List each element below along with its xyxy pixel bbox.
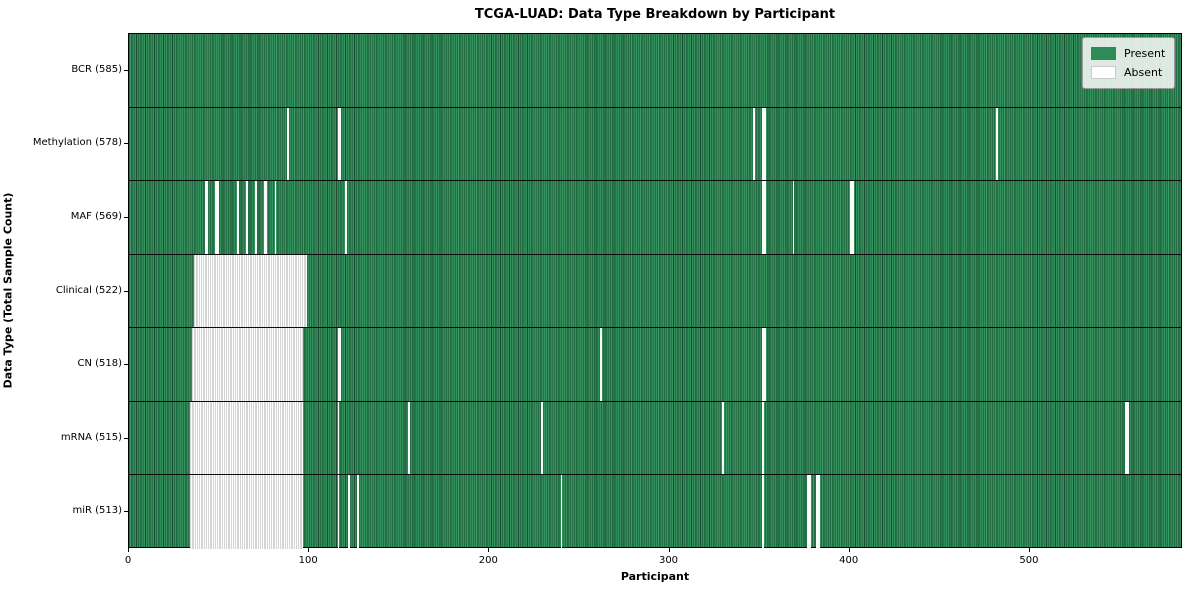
absent-marker [245,181,248,254]
absent-marker [357,475,360,549]
x-tick-label-300: 300 [658,555,679,566]
absent-marker [190,475,304,549]
plot-area [128,33,1182,549]
absent-marker [236,181,239,254]
y-tick-mark [124,437,128,439]
x-tick-mark [668,548,670,552]
x-tick-label-100: 100 [298,555,318,566]
absent-marker [337,475,340,549]
absent-marker [761,181,766,254]
absent-marker [215,181,219,254]
y-tick-label-bcr: BCR (585) [71,63,122,75]
absent-marker [815,475,820,549]
legend-swatch-present [1091,47,1116,60]
x-tick-mark [308,548,310,552]
legend-entry-absent: Absent [1091,63,1166,82]
absent-marker [560,475,563,549]
x-tick-mark [128,548,129,552]
data-type-row-mrna [129,401,1181,476]
data-type-row-cn [129,328,1181,402]
data-type-row-maf [129,181,1181,255]
absent-marker [761,401,764,475]
absent-marker [407,401,410,475]
y-tick-mark [124,290,128,292]
y-tick-label-cn: CN (518) [77,358,122,370]
y-tick-mark [124,364,128,366]
absent-marker [753,107,755,181]
absent-marker [1125,401,1129,475]
x-tick-mark [488,548,490,552]
x-tick-label-500: 500 [1019,555,1039,566]
absent-marker [274,181,277,254]
x-tick-mark [848,548,850,552]
absent-marker [344,181,347,254]
y-tick-label-methylation: Methylation (578) [32,137,122,149]
y-tick-mark [124,511,128,513]
legend: Present Absent [1082,37,1175,89]
absent-marker [337,328,342,401]
absent-marker [263,181,268,254]
absent-marker [761,475,764,549]
legend-entry-present: Present [1091,44,1166,63]
legend-label: Present [1124,47,1166,60]
absent-marker [995,107,998,181]
data-type-row-clinical [129,254,1181,329]
data-type-row-methylation [129,107,1181,182]
absent-marker [792,181,795,254]
absent-marker [287,107,290,181]
absent-marker [722,401,725,475]
absent-marker [254,181,257,254]
x-tick-label-400: 400 [839,555,859,566]
absent-marker [193,254,308,328]
legend-label: Absent [1124,66,1163,79]
data-type-row-bcr [129,34,1181,108]
absent-marker [204,181,209,254]
absent-marker [761,107,766,181]
y-tick-label-clinical: Clinical (522) [55,284,122,296]
y-tick-label-mrna: mRNA (515) [60,431,122,443]
y-tick-mark [124,69,128,71]
y-tick-label-maf: MAF (569) [70,210,122,222]
chart-title: TCGA-LUAD: Data Type Breakdown by Partic… [474,7,836,22]
absent-marker [337,401,340,475]
y-tick-mark [124,143,128,145]
x-tick-mark [1028,548,1030,552]
x-axis-label: Participant [620,570,690,583]
absent-marker [337,107,342,181]
data-type-row-mir [129,475,1181,549]
absent-marker [191,328,304,401]
absent-marker [806,475,811,549]
absent-marker [761,328,766,401]
absent-marker [348,475,351,549]
absent-marker [850,181,854,254]
absent-marker [190,401,304,475]
y-tick-label-mir: miR (513) [72,505,122,517]
legend-swatch-absent [1091,66,1116,79]
x-tick-label-0: 0 [124,555,132,566]
absent-marker [540,401,543,475]
y-tick-mark [124,216,128,218]
x-tick-label-200: 200 [478,555,498,566]
absent-marker [600,328,602,401]
